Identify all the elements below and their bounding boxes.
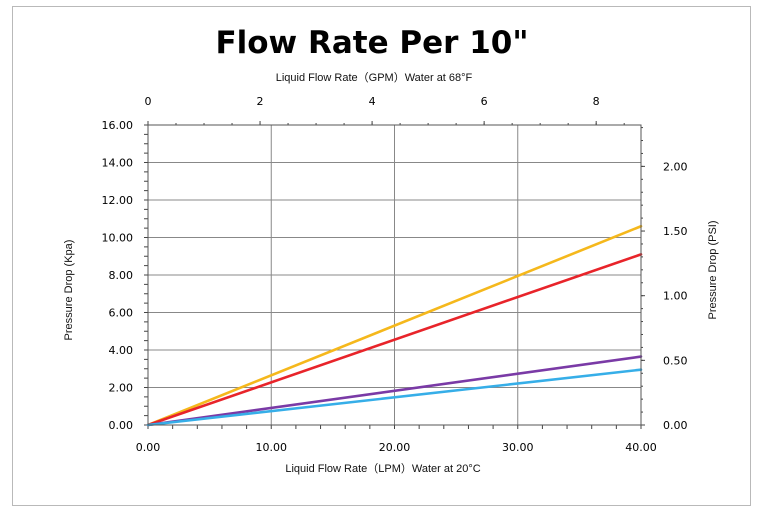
series-lines	[146, 224, 643, 427]
x2-tick-label: 0	[145, 95, 152, 108]
x2-tick-label: 6	[481, 95, 488, 108]
y-tick-label: 12.00	[102, 194, 134, 207]
y-tick-label: 10.00	[102, 232, 134, 245]
x-tick-label: 40.00	[625, 441, 657, 454]
chart-frame	[12, 6, 751, 506]
chart-title: Flow Rate Per 10"	[215, 25, 528, 61]
y2-tick-label: 0.00	[663, 419, 688, 432]
y-tick-label: 0.00	[109, 419, 134, 432]
y2-tick-label: 1.50	[663, 225, 688, 238]
y2-tick-label: 2.00	[663, 160, 688, 173]
plot-area	[147, 124, 642, 426]
grid	[144, 121, 645, 429]
y-tick-label: 16.00	[102, 119, 134, 132]
series-line	[146, 253, 643, 427]
y-tick-label: 6.00	[109, 307, 134, 320]
y2-tick-label: 1.00	[663, 290, 688, 303]
y2-axis-label: Pressure Drop (PSI)	[707, 220, 719, 319]
x-tick-label: 30.00	[502, 441, 534, 454]
x2-tick-label: 8	[593, 95, 600, 108]
series-line	[146, 224, 643, 427]
x-tick-label: 20.00	[379, 441, 411, 454]
y-tick-label: 2.00	[109, 382, 134, 395]
y-axis-label: Pressure Drop (Kpa)	[63, 240, 75, 341]
x2-tick-label: 4	[369, 95, 376, 108]
series-line	[146, 355, 643, 427]
y-tick-label: 4.00	[109, 344, 134, 357]
x2-tick-label: 2	[257, 95, 264, 108]
series-line	[146, 368, 643, 427]
y-tick-label: 8.00	[109, 269, 134, 282]
x-tick-label: 0.00	[136, 441, 161, 454]
top-axis-label: Liquid Flow Rate（GPM）Water at 68°F	[276, 71, 473, 84]
x-tick-label: 10.00	[256, 441, 288, 454]
x-axis-label: Liquid Flow Rate（LPM）Water at 20°C	[285, 462, 480, 475]
tick-labels: 0.00 2.00 4.00 6.00 8.00 10.00 12.00 14.00 16.00…	[102, 95, 688, 454]
y-tick-label: 14.00	[102, 157, 134, 170]
y2-tick-label: 0.50	[663, 354, 688, 367]
